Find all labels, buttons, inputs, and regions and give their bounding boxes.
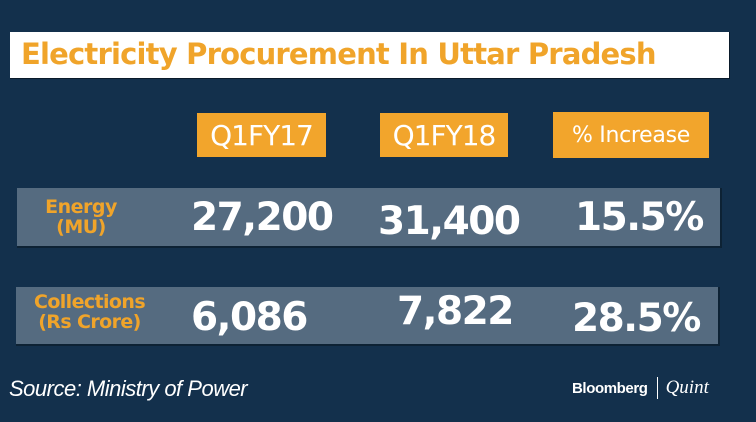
cell-q1fy18: 7,822: [397, 289, 514, 334]
table-row-collections: Collections (Rs Crore) 6,086 7,822 28.5%: [16, 287, 720, 346]
row-label-line2: (Rs Crore): [38, 311, 141, 333]
row-label: Collections (Rs Crore): [22, 292, 157, 332]
row-label-line2: (MU): [56, 216, 106, 238]
cell-q1fy17: 6,086: [191, 295, 308, 340]
brand-quint: Quint: [665, 377, 709, 398]
brand-logo: Bloomberg Quint: [572, 377, 709, 399]
table-row-energy: Energy (MU) 27,200 31,400 15.5%: [17, 188, 722, 248]
cell-q1fy17: 27,200: [191, 195, 334, 240]
brand-divider: [656, 377, 658, 399]
title-banner: Electricity Procurement In Uttar Pradesh: [10, 32, 730, 79]
cell-percent-increase: 15.5%: [575, 195, 704, 240]
source-note: Source: Ministry of Power: [9, 376, 248, 401]
brand-bloomberg: Bloomberg: [572, 379, 648, 397]
column-header-q1fy18: Q1FY18: [380, 113, 508, 157]
row-label: Energy (MU): [31, 197, 131, 237]
cell-q1fy18: 31,400: [378, 199, 521, 244]
cell-percent-increase: 28.5%: [572, 296, 701, 341]
row-label-line1: Energy: [45, 196, 117, 218]
column-header-q1fy17: Q1FY17: [197, 113, 326, 157]
column-header-percent-increase: % Increase: [553, 112, 709, 158]
page-title: Electricity Procurement In Uttar Pradesh: [21, 37, 657, 71]
row-label-line1: Collections: [33, 291, 146, 313]
